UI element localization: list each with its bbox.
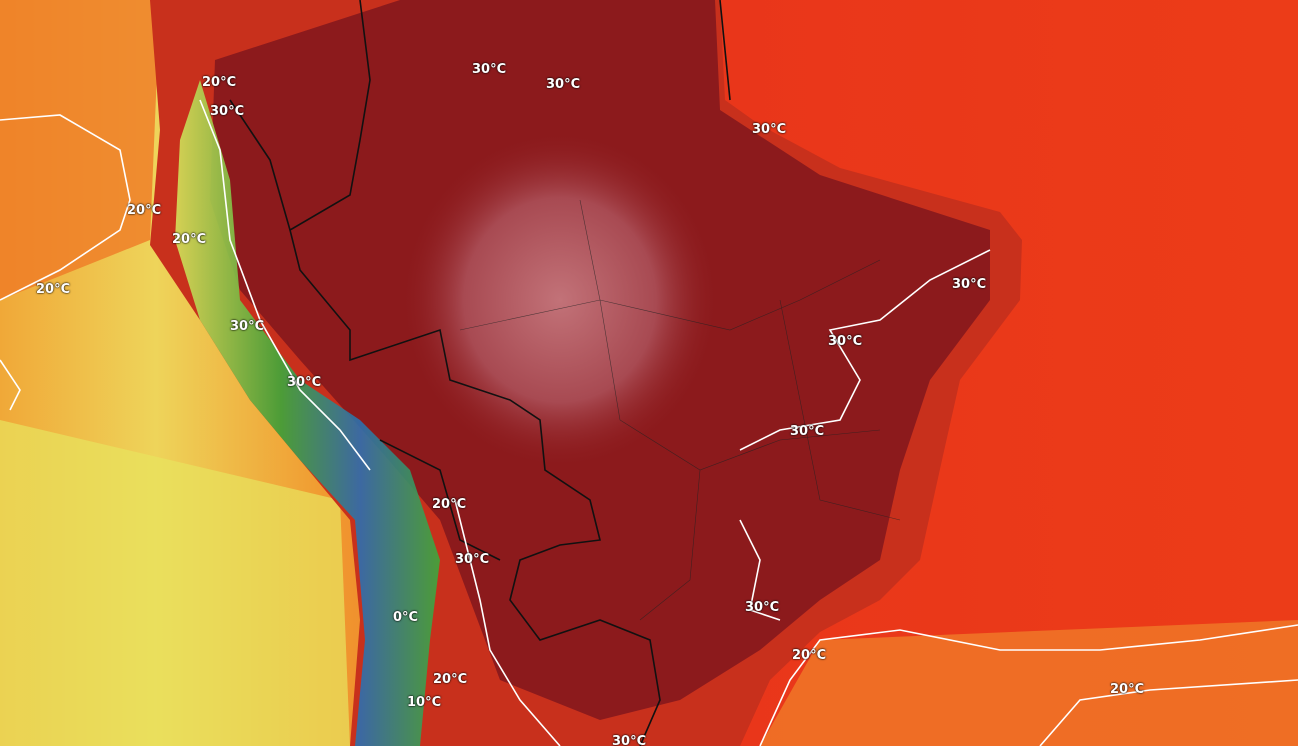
isotherm-contours bbox=[0, 99, 1298, 746]
contour-label-30c: 30°C bbox=[745, 600, 780, 615]
central-warm-core bbox=[400, 130, 720, 470]
contour-label-30c: 30°C bbox=[752, 122, 787, 137]
contour-label-20c: 20°C bbox=[127, 203, 162, 218]
state-borders bbox=[459, 199, 901, 621]
contour-label-30c: 30°C bbox=[790, 424, 825, 439]
contour-label-0c: 0°C bbox=[393, 610, 419, 625]
contour-label-20c: 20°C bbox=[1110, 682, 1145, 697]
contour-label-30c: 30°C bbox=[952, 277, 987, 292]
andes-cold-band bbox=[175, 80, 440, 746]
contour-label-30c: 30°C bbox=[472, 62, 507, 77]
contour-label-30c: 30°C bbox=[546, 77, 581, 92]
contour-label-20c: 20°C bbox=[792, 648, 827, 663]
country-borders bbox=[229, 0, 731, 746]
atlantic-south-cooler bbox=[760, 620, 1298, 746]
contour-label-30c: 30°C bbox=[210, 104, 245, 119]
contour-label-20c: 20°C bbox=[433, 672, 468, 687]
contour-label-30c: 30°C bbox=[612, 734, 647, 746]
contour-label-30c: 30°C bbox=[230, 319, 265, 334]
contour-label-20c: 20°C bbox=[36, 282, 71, 297]
contour-label-20c: 20°C bbox=[432, 497, 467, 512]
contour-label-30c: 30°C bbox=[287, 375, 322, 390]
contour-label-10c: 10°C bbox=[407, 695, 442, 710]
contour-label-20c: 20°C bbox=[172, 232, 207, 247]
contour-label-30c: 30°C bbox=[455, 552, 490, 567]
pacific-north-warm bbox=[0, 0, 160, 300]
pacific-south-cool bbox=[0, 420, 350, 746]
contour-label-30c: 30°C bbox=[828, 334, 863, 349]
contour-label-20c: 20°C bbox=[202, 75, 237, 90]
